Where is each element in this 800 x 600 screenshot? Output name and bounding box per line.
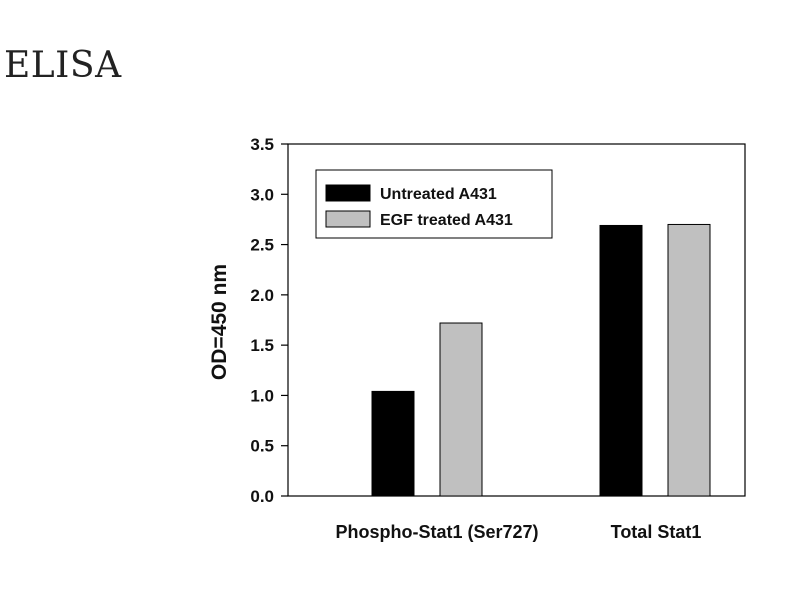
y-tick-label: 3.5 [250,135,274,154]
y-tick-label: 1.0 [250,386,274,405]
y-tick-label: 0.5 [250,437,274,456]
legend-swatch [325,210,371,228]
y-axis: 0.0 0.5 1.0 1.5 2.0 2.5 3.0 3.5 [250,135,288,506]
legend-label: EGF treated A431 [380,212,513,229]
legend: Untreated A431 EGF treated A431 [315,169,553,239]
plot-frame [287,143,746,497]
x-axis: Phospho-Stat1 (Ser727) Total Stat1 [335,522,701,542]
bar [599,224,643,497]
bars [371,223,711,497]
bar [371,390,415,497]
y-tick-label: 2.0 [250,286,274,305]
bar [439,322,483,497]
page-title: ELISA [4,45,122,86]
y-axis-label: OD=450 nm [208,264,231,380]
x-category-label: Phospho-Stat1 (Ser727) [335,522,538,542]
legend-swatch [325,184,371,202]
y-tick-label: 3.0 [250,185,274,204]
y-tick-label: 2.5 [250,236,274,255]
bar [667,223,711,497]
x-category-label: Total Stat1 [611,522,702,542]
y-tick-label: 1.5 [250,336,274,355]
plot-area [287,143,746,497]
legend-label: Untreated A431 [380,186,497,203]
y-tick-label: 0.0 [250,487,274,506]
